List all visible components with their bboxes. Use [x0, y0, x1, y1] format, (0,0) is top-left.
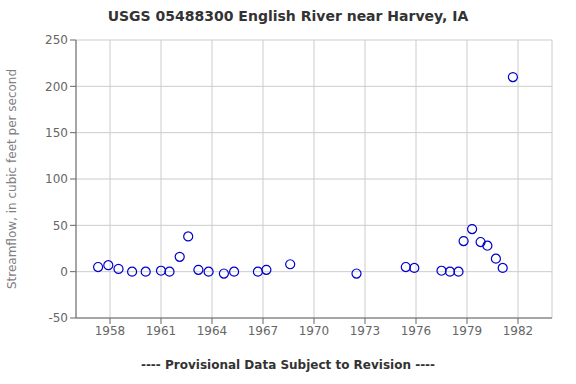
svg-text:1970: 1970	[299, 324, 330, 338]
svg-text:1958: 1958	[95, 324, 126, 338]
svg-text:0: 0	[60, 265, 68, 279]
svg-text:250: 250	[45, 33, 68, 47]
svg-text:150: 150	[45, 126, 68, 140]
svg-text:1979: 1979	[452, 324, 483, 338]
svg-text:1976: 1976	[401, 324, 432, 338]
svg-text:100: 100	[45, 172, 68, 186]
html-text:USGS 05488300 English River ne: USGS 05488300 English River near Harvey,…	[107, 8, 469, 24]
svg-text:1961: 1961	[146, 324, 177, 338]
svg-text:200: 200	[45, 80, 68, 94]
svg-text:Streamflow, in cubic feet per: Streamflow, in cubic feet per second	[8, 69, 19, 289]
svg-text:1982: 1982	[503, 324, 534, 338]
svg-text:1964: 1964	[197, 324, 228, 338]
html-text:---- Provisional Data Subject: ---- Provisional Data Subject to Revisio…	[140, 358, 436, 372]
svg-text:50: 50	[53, 219, 68, 233]
svg-text:-50: -50	[48, 311, 68, 325]
svg-text:1967: 1967	[248, 324, 279, 338]
svg-text:1973: 1973	[350, 324, 381, 338]
